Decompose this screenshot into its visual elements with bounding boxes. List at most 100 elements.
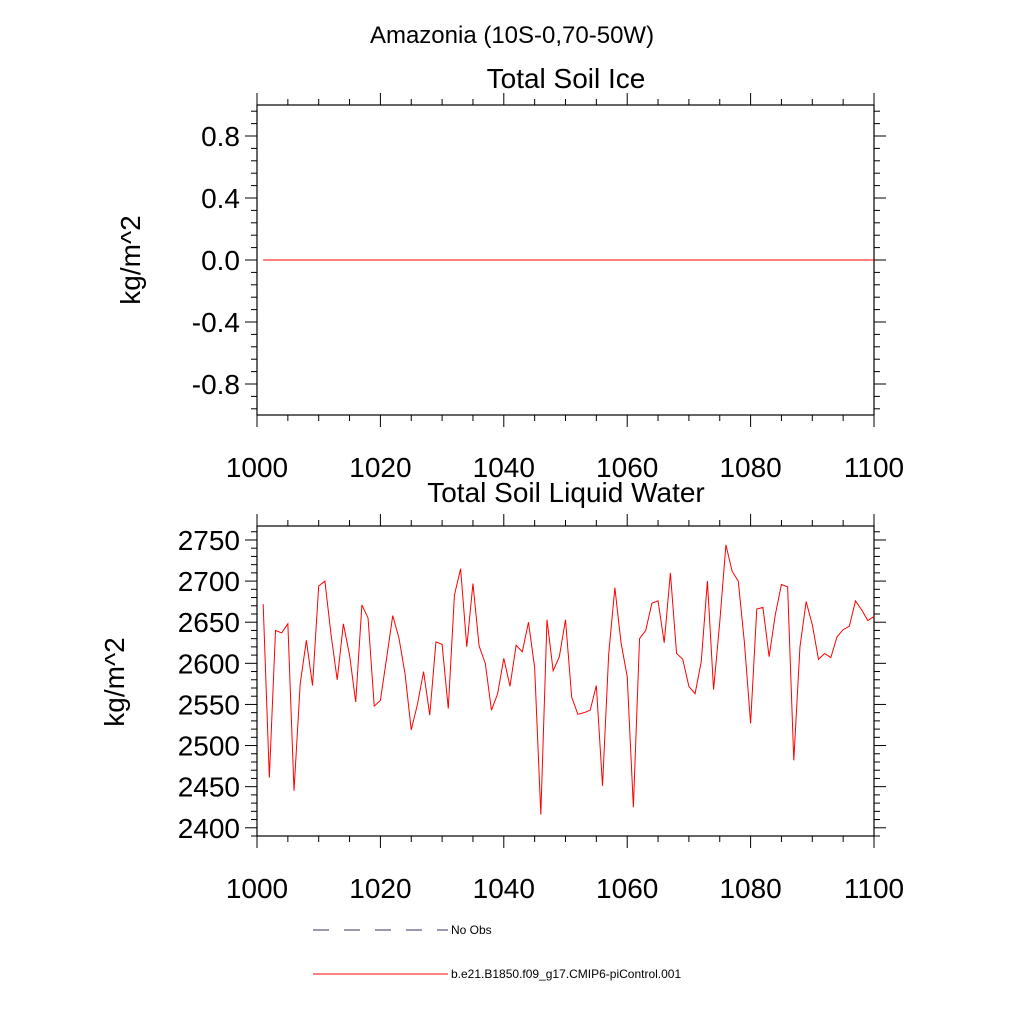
data-point: [633, 807, 634, 808]
data-point: [781, 584, 782, 585]
data-point: [485, 663, 486, 664]
data-point: [287, 623, 288, 624]
data-point: [429, 715, 430, 716]
y-tick-label: 0.8: [201, 121, 240, 152]
data-point: [571, 697, 572, 698]
data-point: [614, 587, 615, 588]
y-tick-label: 0.0: [201, 245, 240, 276]
data-point: [423, 671, 424, 672]
x-tick-label: 1100: [844, 452, 904, 483]
legend-label-no-obs: No Obs: [451, 923, 492, 937]
data-point: [645, 630, 646, 631]
data-point: [331, 634, 332, 635]
data-point: [263, 604, 264, 605]
data-point: [670, 572, 671, 573]
data-point: [688, 686, 689, 687]
series-lines: [263, 259, 875, 261]
data-point: [602, 785, 603, 786]
data-point: [861, 609, 862, 610]
data-point: [300, 683, 301, 684]
y-tick-label: 2400: [178, 813, 240, 844]
data-point: [466, 646, 467, 647]
ticks: [245, 93, 886, 427]
x-tick-label: 1060: [596, 873, 658, 904]
data-point: [324, 581, 325, 582]
data-point: [874, 260, 875, 261]
data-point: [713, 689, 714, 690]
y-tick-label: -0.8: [192, 369, 240, 400]
y-tick-labels: -0.8 -0.4 0.0 0.4 0.8: [192, 121, 240, 400]
data-point: [442, 644, 443, 645]
data-point: [460, 568, 461, 569]
x-tick-label: 1000: [226, 452, 288, 483]
y-tick-label: 2600: [178, 648, 240, 679]
x-tick-label: 1080: [719, 873, 781, 904]
data-point: [639, 638, 640, 639]
chart-title: Total Soil Liquid Water: [427, 477, 705, 508]
data-point: [263, 260, 264, 261]
data-point: [608, 654, 609, 655]
y-axis-label: kg/m^2: [99, 637, 130, 726]
data-point: [559, 656, 560, 657]
data-point: [553, 670, 554, 671]
data-point: [676, 653, 677, 654]
data-point: [534, 667, 535, 668]
data-point: [719, 622, 720, 623]
y-axis-label: kg/m^2: [115, 215, 146, 304]
data-point: [658, 600, 659, 601]
data-point: [775, 614, 776, 615]
data-point: [380, 700, 381, 701]
data-point: [392, 615, 393, 616]
data-point: [435, 641, 436, 642]
data-point: [417, 704, 418, 705]
data-point: [874, 616, 875, 617]
x-tick-label: 1080: [719, 452, 781, 483]
data-point: [799, 646, 800, 647]
data-point: [577, 714, 578, 715]
x-tick-label: 1020: [349, 873, 411, 904]
data-point: [491, 710, 492, 711]
data-point: [281, 632, 282, 633]
y-tick-label: 2750: [178, 525, 240, 556]
x-tick-label: 1060: [596, 452, 658, 483]
data-point: [398, 637, 399, 638]
x-tick-label: 1000: [226, 873, 288, 904]
data-point: [528, 622, 529, 623]
data-point: [275, 630, 276, 631]
data-point: [750, 723, 751, 724]
data-point: [503, 658, 504, 659]
data-point: [843, 629, 844, 630]
x-tick-label: 1040: [473, 452, 535, 483]
data-point: [806, 601, 807, 602]
x-tick-labels: 1000 1020 1040 1060 1080 1100: [226, 452, 904, 483]
data-point: [294, 790, 295, 791]
data-point: [509, 686, 510, 687]
ticks: [245, 514, 886, 848]
x-tick-labels: 1000 1020 1040 1060 1080 1100: [226, 873, 904, 904]
data-point: [787, 586, 788, 587]
data-point: [479, 646, 480, 647]
data-point: [343, 623, 344, 624]
data-point: [472, 583, 473, 584]
data-point: [707, 581, 708, 582]
data-point: [756, 609, 757, 610]
data-point: [374, 706, 375, 707]
data-point: [269, 777, 270, 778]
data-point: [621, 642, 622, 643]
data-point: [411, 729, 412, 730]
data-point: [830, 657, 831, 658]
data-point: [824, 653, 825, 654]
y-tick-label: -0.4: [192, 307, 240, 338]
data-point: [497, 693, 498, 694]
x-tick-label: 1020: [349, 452, 411, 483]
data-point: [448, 708, 449, 709]
data-point: [405, 674, 406, 675]
data-point: [849, 626, 850, 627]
data-point: [590, 710, 591, 711]
legend: No Obs b.e21.B1850.f09_g17.CMIP6-piContr…: [313, 923, 681, 981]
data-point: [818, 659, 819, 660]
data-point: [769, 656, 770, 657]
x-tick-label: 1100: [844, 873, 904, 904]
legend-label-model: b.e21.B1850.f09_g17.CMIP6-piControl.001: [451, 967, 681, 981]
